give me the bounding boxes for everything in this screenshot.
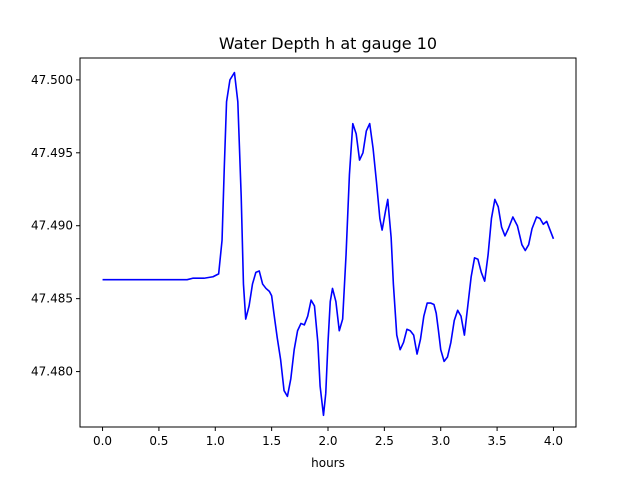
x-axis-label: hours (311, 456, 345, 470)
x-tick-label: 4.0 (544, 434, 563, 448)
y-tick-label: 47.500 (31, 73, 73, 87)
x-tick-label: 2.0 (318, 434, 337, 448)
plot-area: 0.0 0.5 1.0 1.5 2.0 2.5 3.0 3.5 4.0 47.480 47.485 4… (31, 57, 577, 448)
x-tick-label: 0.0 (93, 434, 112, 448)
x-tick-label: 1.5 (262, 434, 281, 448)
series-line-0 (102, 71, 555, 417)
y-tick-label: 47.490 (31, 219, 73, 233)
x-tick-label: 2.5 (375, 434, 394, 448)
x-tick-label: 1.0 (206, 434, 225, 448)
y-tick-label: 47.480 (31, 365, 73, 379)
y-tick-label: 47.495 (31, 146, 73, 160)
x-tick-label: 3.5 (488, 434, 507, 448)
y-tick-label: 47.485 (31, 292, 73, 306)
chart-title: Water Depth h at gauge 10 (219, 34, 437, 53)
x-tick-label: 3.0 (431, 434, 450, 448)
x-tick-label: 0.5 (149, 434, 168, 448)
